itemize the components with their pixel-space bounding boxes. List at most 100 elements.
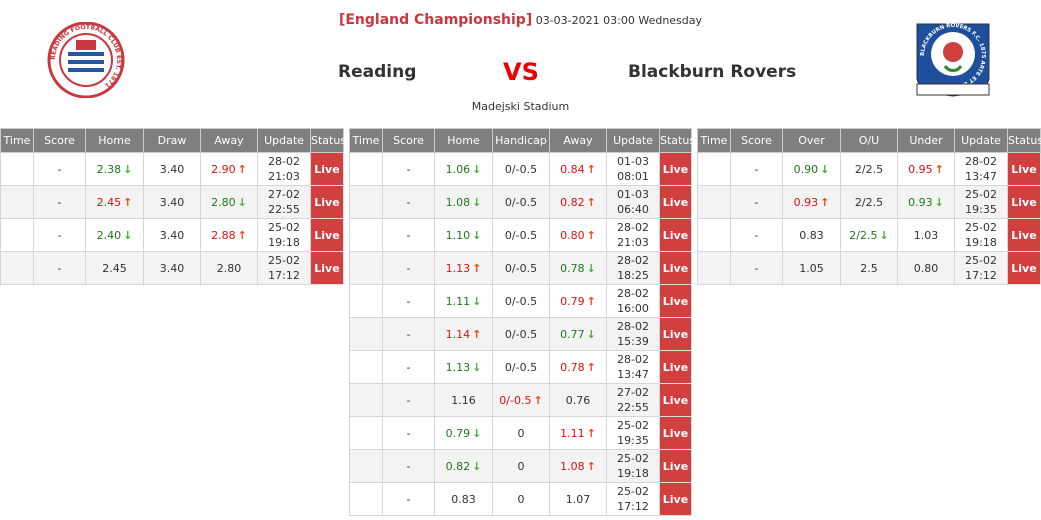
cell-time [349, 185, 383, 219]
odds-value: 0.84 [560, 162, 585, 176]
odds-value: - [57, 162, 62, 176]
cell-col4: 0/-0.5 [492, 350, 550, 384]
column-header-time[interactable]: Time [349, 128, 383, 153]
match-datetime: 03-03-2021 03:00 Wednesday [535, 14, 703, 27]
column-header-update[interactable]: Update [606, 128, 660, 153]
odds-value: - [57, 261, 62, 275]
odds-value: 0.83 [451, 492, 476, 506]
column-header-status[interactable]: Status [310, 128, 346, 153]
cell-update: 28-02|18:25 [606, 251, 660, 285]
column-header-home[interactable]: Home [85, 128, 144, 153]
over-under-odds-table: Time Score Over O/U Under Update Status -0.90 ↓ 2… [697, 128, 1041, 285]
column-header-status[interactable]: Status [1007, 128, 1041, 153]
cell-col3: 2.45 ↑ [85, 185, 144, 219]
arrow-up-icon: ↑ [586, 294, 596, 308]
league-name[interactable]: [England Championship] [338, 12, 533, 28]
live-status-button[interactable]: Live [1007, 152, 1041, 186]
cell-update: 28-02|13:47 [606, 350, 660, 384]
cell-time [697, 152, 731, 186]
odds-value: - [754, 228, 759, 242]
live-status-button[interactable]: Live [1007, 185, 1041, 219]
cell-col4: 3.40 [143, 152, 201, 186]
update-datetime: 25-02|19:35 [617, 419, 649, 447]
column-header-score[interactable]: Score [382, 128, 435, 153]
cell-col5: 0.93 ↓ [897, 185, 955, 219]
cell-score: - [382, 185, 435, 219]
cell-update: 27-02|22:55 [257, 185, 311, 219]
live-status-button[interactable]: Live [659, 284, 692, 318]
live-status-button[interactable]: Live [659, 152, 692, 186]
cell-score: - [382, 482, 435, 516]
odds-value: 1.05 [799, 261, 824, 275]
arrow-down-icon: ↓ [879, 228, 889, 242]
odds-value: 0.78 [560, 261, 585, 275]
column-header-score[interactable]: Score [33, 128, 86, 153]
live-status-button[interactable]: Live [659, 482, 692, 516]
cell-score: - [33, 218, 86, 252]
live-status-button[interactable]: Live [659, 251, 692, 285]
cell-col3: 0.83 [434, 482, 493, 516]
arrow-up-icon: ↑ [586, 228, 596, 242]
cell-col4: 2/2.5 [840, 152, 898, 186]
update-datetime: 25-02|19:18 [268, 221, 300, 249]
odds-row: - 2.38↓ 3.40 2.90↑ 28-02|21:03 Live [0, 152, 344, 186]
live-status-button[interactable]: Live [659, 416, 692, 450]
live-status-button[interactable]: Live [310, 251, 344, 285]
column-header-time[interactable]: Time [0, 128, 34, 153]
column-header-o-u[interactable]: O/U [840, 128, 898, 153]
update-datetime: 01-03|08:01 [617, 155, 649, 183]
cell-score: - [382, 218, 435, 252]
cell-update: 25-02|17:12 [954, 251, 1008, 285]
cell-col3: 1.13 ↓ [434, 350, 493, 384]
cell-score: - [33, 185, 86, 219]
cell-col5: 2.80 [200, 251, 258, 285]
update-datetime: 28-02|15:39 [617, 320, 649, 348]
live-status-button[interactable]: Live [310, 152, 344, 186]
cell-time [0, 218, 34, 252]
live-status-button[interactable]: Live [1007, 218, 1041, 252]
cell-col5: 2.88 ↑ [200, 218, 258, 252]
odds-value: 1.14 [445, 327, 471, 341]
arrow-down-icon: ↓ [123, 228, 133, 242]
column-header-update[interactable]: Update [954, 128, 1008, 153]
odds-value: 1.06 [445, 162, 471, 176]
column-header-draw[interactable]: Draw [143, 128, 201, 153]
column-header-status[interactable]: Status [659, 128, 695, 153]
odds-value: 0/-0.5 [504, 294, 538, 308]
column-header-away[interactable]: Away [549, 128, 607, 153]
odds-value: - [406, 294, 411, 308]
column-header-update[interactable]: Update [257, 128, 311, 153]
live-status-button[interactable]: Live [310, 218, 344, 252]
live-status-button[interactable]: Live [659, 185, 692, 219]
column-header-time[interactable]: Time [697, 128, 731, 153]
cell-update: 25-02|19:18 [606, 449, 660, 483]
odds-row: - 0.83 0 1.07 25-02|17:12 Live [349, 482, 692, 516]
column-header-over[interactable]: Over [782, 128, 841, 153]
odds-row: - 0.79↓ 0 1.11↑ 25-02|19:35 Live [349, 416, 692, 450]
header-row: Time Score Home Handicap Away Update Status [349, 128, 695, 153]
arrow-down-icon: ↓ [586, 261, 596, 275]
live-status-button[interactable]: Live [659, 449, 692, 483]
column-header-handicap[interactable]: Handicap [492, 128, 550, 153]
column-header-score[interactable]: Score [730, 128, 783, 153]
odds-value: 0.95 [908, 162, 933, 176]
away-team-name[interactable]: Blackburn Rovers [628, 62, 797, 82]
live-status-button[interactable]: Live [659, 350, 692, 384]
arrow-down-icon: ↓ [472, 162, 482, 176]
live-status-button[interactable]: Live [1007, 251, 1041, 285]
column-header-under[interactable]: Under [897, 128, 955, 153]
live-status-button[interactable]: Live [659, 317, 692, 351]
cell-col5: 0.80 ↑ [549, 218, 607, 252]
live-status-button[interactable]: Live [659, 218, 692, 252]
column-header-away[interactable]: Away [200, 128, 258, 153]
arrow-up-icon: ↑ [586, 426, 596, 440]
live-status-button[interactable]: Live [659, 383, 692, 417]
odds-value: 0/-0.5 [504, 261, 538, 275]
live-status-button[interactable]: Live [310, 185, 344, 219]
odds-row: - 1.16 0/-0.5↑ 0.76 27-02|22:55 Live [349, 383, 692, 417]
home-team-name[interactable]: Reading [338, 62, 417, 82]
odds-row: - 2.45↑ 3.40 2.80↓ 27-02|22:55 Live [0, 185, 344, 219]
cell-col3: 1.10 ↓ [434, 218, 493, 252]
column-header-home[interactable]: Home [434, 128, 493, 153]
